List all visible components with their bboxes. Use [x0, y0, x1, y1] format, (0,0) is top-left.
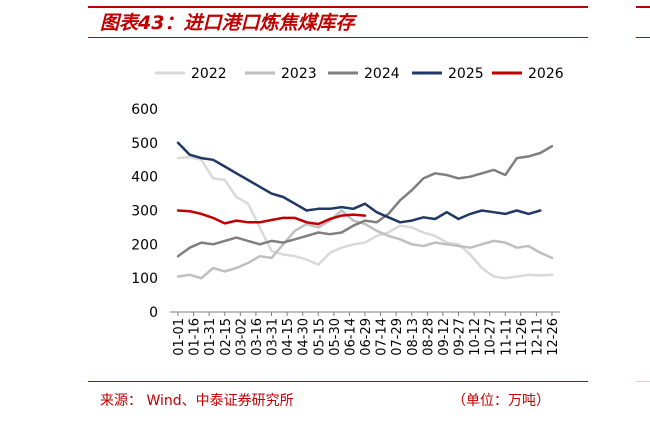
unit-note: （单位：万吨）	[452, 393, 550, 409]
x-tick-label: 10-12	[468, 318, 483, 356]
series-line-2025	[176, 141, 542, 224]
y-tick-label: 400	[131, 170, 158, 186]
y-tick-label: 500	[131, 136, 158, 152]
x-tick-label: 03-16	[250, 318, 265, 356]
legend-label-2023: 2023	[281, 66, 317, 82]
right-panel-top-rule	[636, 6, 650, 8]
x-tick-label: 06-29	[359, 318, 374, 356]
x-tick-label: 07-29	[390, 318, 405, 356]
chart-title: 图表43：进口港口炼焦煤库存	[100, 12, 355, 34]
x-tick-label: 12-26	[546, 318, 561, 356]
x-tick-label: 06-14	[343, 318, 358, 356]
title-bottom-rule	[88, 37, 588, 38]
y-tick-label: 600	[131, 102, 158, 118]
x-tick-label: 01-16	[188, 318, 203, 356]
legend-label-2024: 2024	[364, 66, 400, 82]
y-tick-label: 100	[131, 271, 158, 287]
x-tick-label: 11-26	[515, 318, 530, 356]
x-tick-label: 03-31	[266, 318, 281, 356]
x-tick-label: 04-30	[297, 318, 312, 356]
series-lines-group	[176, 141, 554, 280]
x-tick-label: 02-15	[219, 318, 234, 356]
x-tick-label: 01-31	[203, 318, 218, 356]
x-tick-label: 08-28	[421, 318, 436, 356]
x-tick-label: 07-14	[375, 318, 390, 356]
y-tick-label: 0	[149, 305, 158, 321]
y-tick-label: 300	[131, 204, 158, 220]
footer-rule	[88, 381, 588, 382]
x-tick-label: 05-15	[312, 318, 327, 356]
legend: 2022 2023 2024 2025 2026	[155, 66, 564, 82]
x-tick-label: 11-11	[499, 318, 514, 356]
series-line-2026	[176, 209, 367, 226]
x-tick-label: 09-12	[437, 318, 452, 356]
x-tick-label: 03-02	[234, 318, 249, 356]
x-tick-label: 10-27	[484, 318, 499, 356]
x-tick-label: 01-01	[172, 318, 187, 356]
x-tick-label: 12-11	[530, 318, 545, 356]
legend-label-2022: 2022	[191, 66, 227, 82]
legend-label-2025: 2025	[448, 66, 484, 82]
series-line-2022	[176, 155, 554, 280]
right-panel-under-rule	[636, 37, 650, 38]
source-note: 来源： Wind、中泰证券研究所	[100, 393, 294, 409]
legend-label-2026: 2026	[528, 66, 564, 82]
right-panel-bottom-rule	[636, 381, 650, 382]
y-tick-label: 200	[131, 237, 158, 253]
x-tick-label: 09-27	[453, 318, 468, 356]
x-tick-label: 04-15	[281, 318, 296, 356]
title-top-rule	[88, 6, 588, 8]
series-line-2023	[176, 209, 554, 280]
x-tick-label: 05-30	[328, 318, 343, 356]
series-line-2024	[176, 144, 554, 258]
x-tick-label: 08-13	[406, 318, 421, 356]
